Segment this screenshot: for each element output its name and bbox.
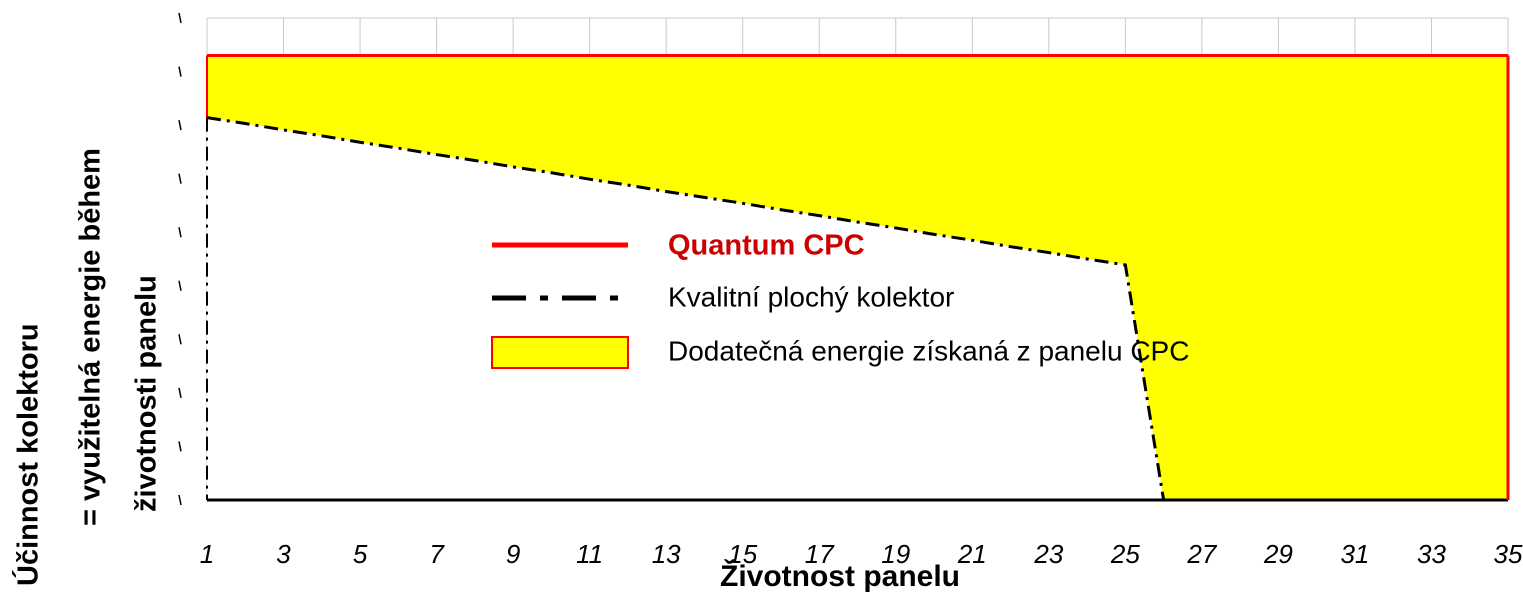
x-tick-label: 17 [805,539,835,569]
y-axis-label: = využitelná energie během [75,148,107,526]
x-tick-label: 35 [1494,539,1523,569]
x-tick-label: 5 [353,539,368,569]
energy-gain-area [207,55,1508,500]
x-tick-label: 19 [881,539,910,569]
x-tick-label: 25 [1110,539,1140,569]
y-tick [178,494,182,506]
y-tick [178,66,182,77]
x-tick-label: 21 [957,539,987,569]
y-tick [178,334,182,345]
x-tick-label: 29 [1263,539,1293,569]
x-tick-label: 9 [506,539,520,569]
x-tick-label: 3 [276,539,291,569]
y-tick [178,387,182,399]
x-tick-label: 31 [1340,539,1369,569]
y-tick [178,173,182,184]
x-tick-label: 27 [1186,539,1217,569]
legend-label: Kvalitní plochý kolektor [668,281,954,312]
y-tick [178,227,182,238]
x-tick-label: 11 [576,539,603,569]
x-tick-label: 1 [200,539,214,569]
y-axis-label: Účinnost kolektoru [11,323,45,586]
y-tick [178,12,182,24]
y-tick [178,280,182,291]
x-tick-label: 33 [1417,539,1446,569]
y-axis-label: životnosti panelu [131,275,163,512]
flat-area [207,117,1164,500]
x-tick-label: 13 [652,539,681,569]
x-tick-label: 23 [1033,539,1063,569]
flat-collector-line [206,116,1166,501]
x-tick-label: 15 [728,539,757,569]
y-tick [178,441,182,452]
y-tick [178,119,182,131]
legend-swatch [491,336,629,369]
x-tick-label: 7 [429,539,445,569]
x-axis-label: Životnost panelu [720,559,960,593]
legend-label: Dodatečná energie získaná z panelu CPC [668,335,1189,366]
legend-label: Quantum CPC [668,230,865,262]
